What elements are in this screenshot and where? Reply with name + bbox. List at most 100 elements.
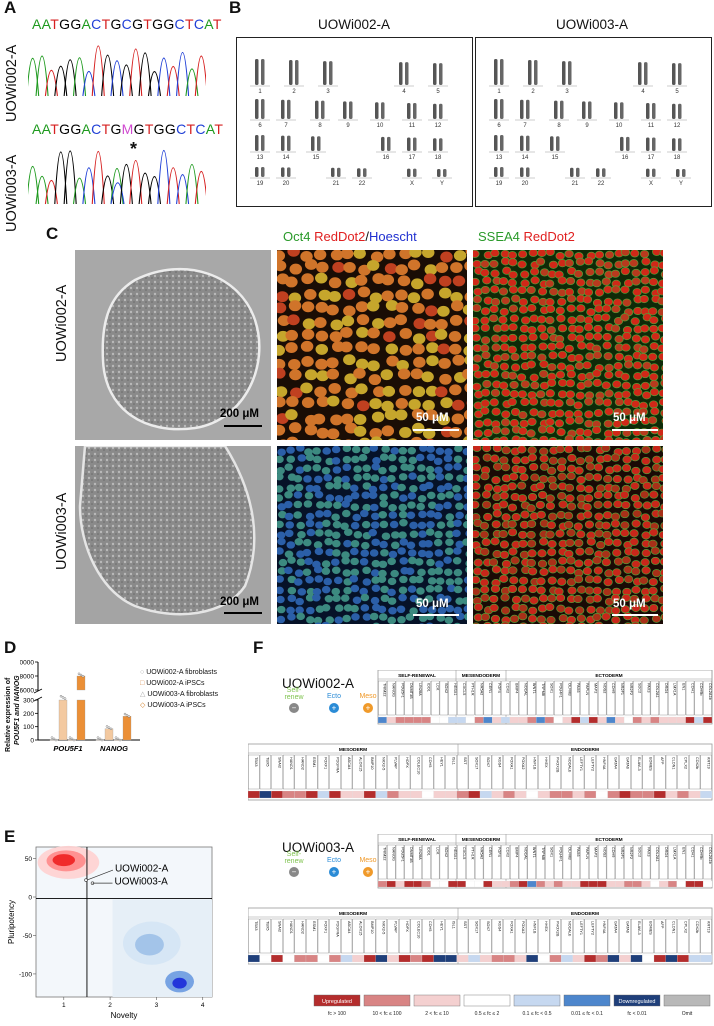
data-point bbox=[109, 727, 113, 731]
cell bbox=[355, 358, 369, 370]
gene-box bbox=[457, 680, 466, 716]
cell bbox=[638, 407, 648, 416]
phase-image-l3 bbox=[75, 446, 271, 624]
cell bbox=[277, 472, 284, 481]
gene-cell bbox=[375, 790, 388, 799]
cell bbox=[443, 454, 453, 463]
stain-reddot: RedDot2 bbox=[314, 229, 366, 244]
cell bbox=[659, 557, 663, 566]
cell bbox=[473, 463, 482, 472]
chromosome-label: 22 bbox=[359, 181, 366, 187]
cell bbox=[526, 429, 536, 438]
cell bbox=[332, 594, 341, 603]
chromosome-label: 16 bbox=[383, 155, 390, 161]
cell bbox=[360, 593, 370, 602]
cell bbox=[518, 334, 528, 343]
cell bbox=[527, 351, 537, 360]
chromatid bbox=[568, 61, 572, 85]
cell bbox=[473, 500, 480, 509]
cell bbox=[290, 387, 303, 399]
cell bbox=[314, 386, 327, 398]
gene-label: CDX2 bbox=[506, 847, 510, 857]
cell bbox=[592, 594, 602, 603]
cell bbox=[350, 521, 360, 530]
cell bbox=[407, 446, 417, 455]
cell bbox=[463, 576, 467, 584]
cell bbox=[492, 509, 502, 518]
cell bbox=[480, 268, 490, 277]
cell bbox=[631, 560, 641, 569]
gene-cell bbox=[439, 716, 449, 724]
cell bbox=[473, 455, 480, 464]
cell bbox=[325, 548, 334, 557]
chromosome-pair-20: 20 bbox=[515, 167, 535, 187]
panel-f-scorecard-l3: Self-−Ecto+Meso+Endo+renewSELF-RENEWALME… bbox=[248, 834, 713, 965]
gene-label: COL2A1b bbox=[708, 683, 712, 700]
gene-cell bbox=[650, 716, 660, 724]
cell bbox=[650, 407, 660, 416]
cell bbox=[564, 483, 575, 492]
cell bbox=[411, 408, 425, 420]
gene-label: LCK bbox=[435, 847, 439, 855]
key-label-0: Upregulated bbox=[322, 999, 352, 1005]
cell bbox=[395, 398, 409, 409]
chromosome-pair-17: 17 bbox=[641, 137, 661, 161]
cell bbox=[640, 513, 651, 522]
gene-cell bbox=[562, 880, 572, 888]
cell bbox=[490, 269, 500, 278]
cell bbox=[341, 500, 350, 508]
cell bbox=[302, 548, 312, 557]
cell bbox=[480, 344, 490, 353]
chromatid bbox=[255, 99, 259, 119]
gene-label: ABCA4 bbox=[347, 921, 351, 933]
key-range-6: fc < 0.01 bbox=[627, 1011, 647, 1017]
gene-box bbox=[677, 918, 689, 954]
base-2: T bbox=[50, 16, 60, 32]
cell bbox=[629, 537, 639, 546]
cell bbox=[293, 578, 303, 586]
cell bbox=[352, 596, 362, 604]
gene-box bbox=[536, 844, 545, 880]
x-category-label: NANOG bbox=[100, 744, 128, 753]
cell bbox=[287, 586, 297, 595]
cell bbox=[564, 606, 574, 615]
chromatid bbox=[387, 136, 391, 151]
cell bbox=[649, 342, 659, 351]
cell bbox=[419, 446, 428, 452]
cell bbox=[557, 276, 567, 285]
gene-box bbox=[410, 918, 422, 954]
gene-label: COL2A1 bbox=[655, 847, 659, 862]
cell bbox=[518, 436, 528, 440]
cell bbox=[632, 361, 643, 370]
cell bbox=[397, 483, 406, 492]
cell bbox=[620, 313, 630, 322]
cell bbox=[426, 355, 439, 367]
cell bbox=[660, 409, 663, 417]
chromatid bbox=[287, 99, 291, 119]
cell bbox=[456, 474, 465, 483]
cell bbox=[288, 300, 302, 312]
cell bbox=[649, 603, 659, 613]
gene-box bbox=[597, 680, 607, 716]
cell bbox=[379, 500, 389, 508]
gene-label: NR2F2 bbox=[629, 683, 633, 695]
cell bbox=[500, 566, 510, 575]
cell bbox=[417, 568, 426, 577]
cell bbox=[454, 622, 461, 624]
cell bbox=[488, 558, 499, 567]
gene-label: NR5A2 bbox=[479, 683, 483, 695]
cell bbox=[592, 279, 602, 288]
cell bbox=[371, 559, 381, 568]
y-tick-label: 50 bbox=[25, 856, 33, 863]
data-point bbox=[127, 715, 131, 718]
gene-cell bbox=[483, 880, 493, 888]
cell bbox=[368, 491, 378, 499]
cell bbox=[464, 261, 467, 271]
gene-box bbox=[259, 754, 271, 790]
gene-cell bbox=[503, 954, 515, 963]
gene-cell bbox=[491, 790, 504, 799]
cell bbox=[381, 425, 395, 437]
cell bbox=[593, 313, 603, 322]
gene-cell bbox=[615, 880, 625, 888]
cell bbox=[546, 326, 556, 335]
